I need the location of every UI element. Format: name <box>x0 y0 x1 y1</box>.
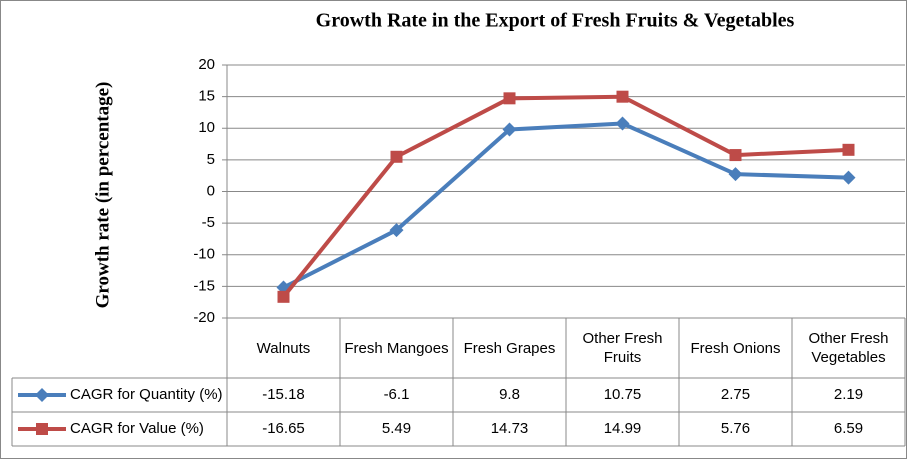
y-tick-label: 20 <box>198 56 215 73</box>
table-value: -15.18 <box>262 386 305 403</box>
table-value: 10.75 <box>604 386 642 403</box>
marker <box>615 116 630 131</box>
legend-label: CAGR for Value (%) <box>70 420 204 437</box>
y-tick-label: -20 <box>193 309 215 326</box>
category-label: Walnuts <box>256 339 311 357</box>
table-value: 5.76 <box>721 420 750 437</box>
marker <box>277 290 290 303</box>
series-line <box>281 94 849 299</box>
marker <box>616 90 629 103</box>
marker <box>503 92 516 105</box>
y-tick-label: -15 <box>193 277 215 294</box>
table-value: 5.49 <box>382 420 411 437</box>
table-value: 14.99 <box>604 420 642 437</box>
table-value: 9.8 <box>499 386 520 403</box>
legend-label: CAGR for Quantity (%) <box>70 386 223 403</box>
series-line <box>282 121 849 290</box>
table-value: -6.1 <box>384 386 410 403</box>
marker <box>842 143 855 156</box>
y-tick-label: 10 <box>198 119 215 136</box>
table-value: -16.65 <box>262 420 305 437</box>
table-value: 2.19 <box>834 386 863 403</box>
marker <box>502 122 517 137</box>
chart-title: Growth Rate in the Export of Fresh Fruit… <box>316 10 795 32</box>
table-value: 2.75 <box>721 386 750 403</box>
marker <box>729 149 742 162</box>
y-tick-label: 5 <box>207 151 215 168</box>
marker <box>36 423 48 435</box>
y-tick-label: -5 <box>202 214 215 231</box>
y-tick-label: 0 <box>207 182 215 199</box>
category-label: Fresh Mangoes <box>344 339 449 357</box>
y-tick-label: 15 <box>198 88 215 105</box>
category-label: Fresh Grapes <box>463 339 556 357</box>
marker <box>841 170 856 185</box>
y-axis-label: Growth rate (in percentage) <box>92 82 113 309</box>
category-label: Fresh Onions <box>690 339 781 357</box>
marker <box>389 223 404 238</box>
table-value: 14.73 <box>491 420 529 437</box>
marker <box>390 150 403 163</box>
marker <box>35 388 49 402</box>
y-tick-label: -10 <box>193 246 215 263</box>
category-label: Other Fresh Fruits <box>582 330 663 366</box>
category-label: Other Fresh Vegetables <box>808 330 889 366</box>
marker <box>728 167 743 182</box>
table-value: 6.59 <box>834 420 863 437</box>
